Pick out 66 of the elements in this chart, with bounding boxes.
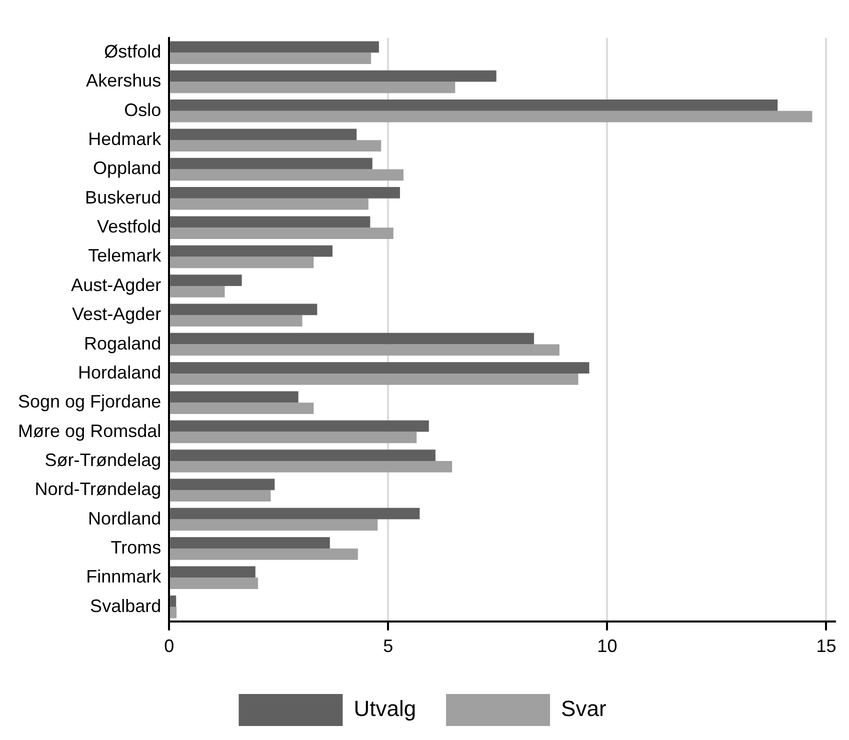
y-tick-label: Nord-Trøndelag xyxy=(34,479,162,500)
y-tick-label: Sogn og Fjordane xyxy=(18,392,162,412)
bar xyxy=(170,537,330,548)
y-tick-label: Østfold xyxy=(104,42,162,62)
bar xyxy=(170,158,372,170)
y-tick-label: Rogaland xyxy=(84,333,162,354)
bar xyxy=(170,606,177,618)
bar xyxy=(170,362,590,374)
y-tick-label: Møre og Romsdal xyxy=(18,420,162,441)
bar xyxy=(170,274,242,286)
bar xyxy=(170,344,560,356)
y-tick-label: Nordland xyxy=(88,508,162,528)
bar xyxy=(170,402,314,414)
bar xyxy=(170,128,357,140)
legend-label: Utvalg xyxy=(354,696,416,722)
bar xyxy=(170,70,496,82)
x-tick-label: 0 xyxy=(164,636,174,656)
bar xyxy=(170,52,372,64)
bar xyxy=(170,478,275,490)
bar xyxy=(170,41,379,53)
bar xyxy=(170,140,382,152)
bar xyxy=(170,286,225,298)
bar xyxy=(170,332,534,344)
y-tick-label: Finnmark xyxy=(86,566,162,587)
y-tick-label: Troms xyxy=(110,537,162,558)
y-tick-label: Oslo xyxy=(124,100,162,120)
bar xyxy=(170,187,400,198)
bar xyxy=(170,373,578,385)
y-tick-label: Vest-Agder xyxy=(72,304,162,324)
bar xyxy=(170,490,271,502)
x-tick-label: 10 xyxy=(597,636,618,656)
bar xyxy=(170,100,778,111)
bar xyxy=(170,420,429,432)
bar xyxy=(170,595,176,607)
bar xyxy=(170,450,436,461)
bar xyxy=(170,245,333,257)
y-tick-label: Hordaland xyxy=(78,362,162,382)
bar xyxy=(170,432,417,444)
bar xyxy=(170,198,368,210)
bar xyxy=(170,82,456,94)
y-tick-label: Oppland xyxy=(93,158,162,178)
y-tick-label: Svalbard xyxy=(90,596,162,616)
bar xyxy=(170,391,298,403)
bar xyxy=(170,548,358,560)
legend-label: Svar xyxy=(561,696,606,722)
bar xyxy=(170,169,404,181)
bar xyxy=(170,110,812,122)
bar xyxy=(170,566,256,578)
y-tick-label: Vestfold xyxy=(97,216,162,237)
bar xyxy=(170,460,452,472)
y-tick-label: Hedmark xyxy=(88,129,162,150)
bar xyxy=(170,315,302,326)
y-tick-label: Telemark xyxy=(88,246,162,266)
y-tick-label: Akershus xyxy=(86,70,162,91)
bar xyxy=(170,228,394,239)
bar xyxy=(170,519,378,531)
y-tick-label: Aust-Agder xyxy=(71,274,162,295)
bar xyxy=(170,304,318,316)
y-tick-label: Sør-Trøndelag xyxy=(44,450,162,470)
y-tick-label: Buskerud xyxy=(85,187,162,208)
bar xyxy=(170,216,370,228)
x-tick-label: 5 xyxy=(383,636,394,656)
bar xyxy=(170,256,314,268)
bar xyxy=(170,578,258,590)
x-tick-label: 15 xyxy=(816,636,836,656)
bar xyxy=(170,508,420,520)
